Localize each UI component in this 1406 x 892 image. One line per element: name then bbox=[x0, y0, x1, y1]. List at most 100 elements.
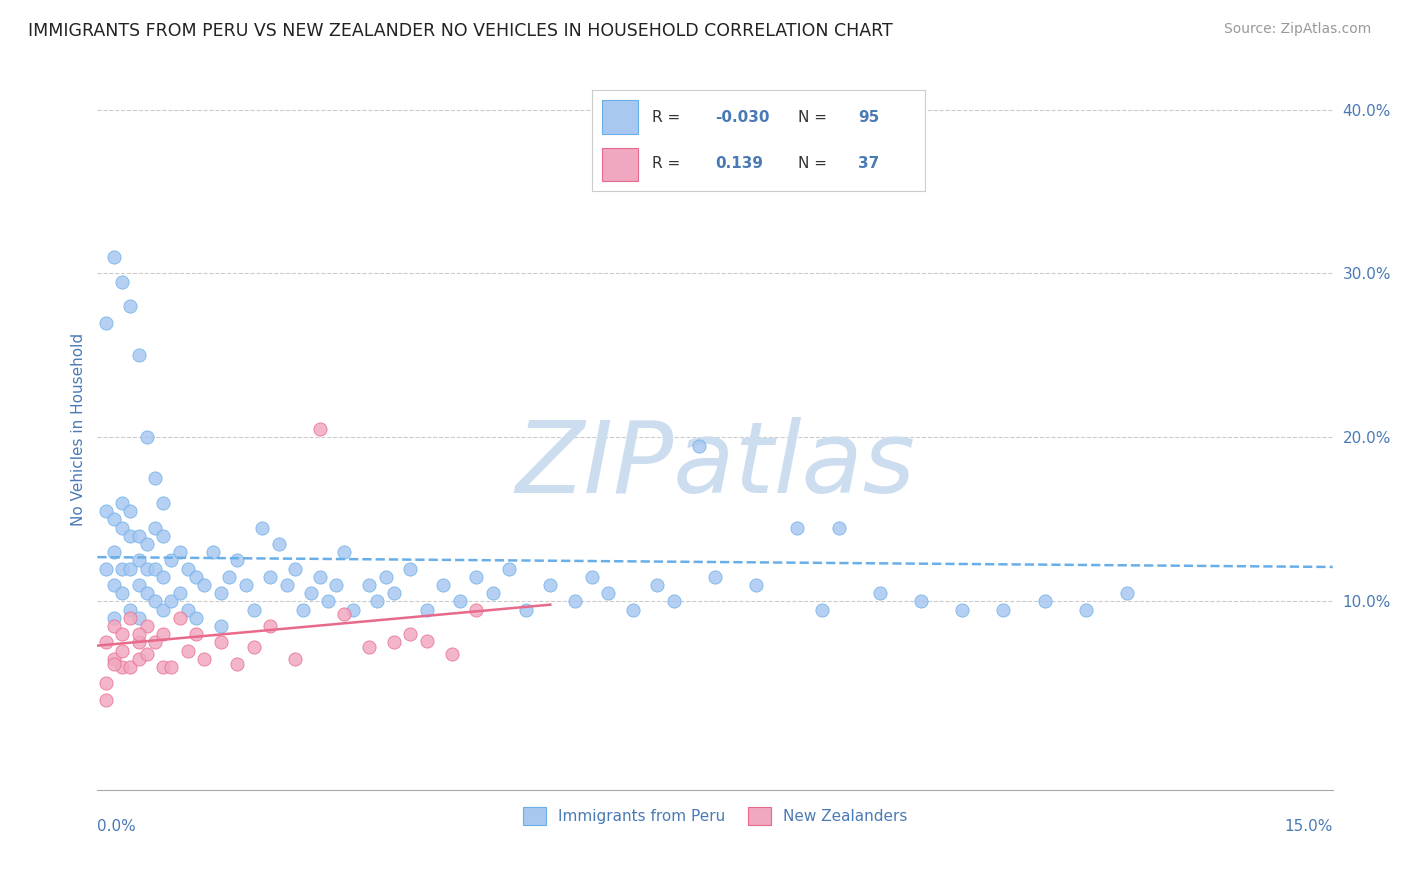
Point bbox=[177, 602, 200, 616]
Point bbox=[152, 627, 174, 641]
Point bbox=[143, 471, 166, 485]
Point bbox=[135, 619, 157, 633]
Point bbox=[152, 496, 174, 510]
Point bbox=[1033, 594, 1056, 608]
Point bbox=[120, 602, 142, 616]
Point bbox=[135, 647, 157, 661]
Point bbox=[382, 586, 405, 600]
Point bbox=[120, 504, 142, 518]
Point bbox=[366, 594, 388, 608]
Point bbox=[209, 635, 232, 649]
Point bbox=[120, 561, 142, 575]
Point bbox=[564, 594, 586, 608]
Point bbox=[993, 602, 1015, 616]
Point bbox=[111, 561, 134, 575]
Point bbox=[186, 611, 208, 625]
Point bbox=[169, 586, 191, 600]
Point bbox=[267, 537, 290, 551]
Point bbox=[111, 520, 134, 534]
Point bbox=[333, 545, 356, 559]
Point bbox=[276, 578, 298, 592]
Point bbox=[94, 504, 117, 518]
Point bbox=[416, 602, 439, 616]
Point bbox=[128, 652, 150, 666]
Text: 0.0%: 0.0% bbox=[97, 819, 136, 834]
Point bbox=[235, 578, 257, 592]
Point bbox=[201, 545, 224, 559]
Point bbox=[432, 578, 454, 592]
Point bbox=[128, 635, 150, 649]
Point bbox=[284, 561, 307, 575]
Point bbox=[103, 545, 125, 559]
Point bbox=[111, 586, 134, 600]
Point bbox=[209, 586, 232, 600]
Point bbox=[143, 520, 166, 534]
Point bbox=[169, 545, 191, 559]
Point bbox=[292, 602, 315, 616]
Point bbox=[94, 316, 117, 330]
Point bbox=[169, 611, 191, 625]
Point bbox=[143, 561, 166, 575]
Point bbox=[342, 602, 364, 616]
Point bbox=[647, 578, 669, 592]
Point bbox=[416, 633, 439, 648]
Text: IMMIGRANTS FROM PERU VS NEW ZEALANDER NO VEHICLES IN HOUSEHOLD CORRELATION CHART: IMMIGRANTS FROM PERU VS NEW ZEALANDER NO… bbox=[28, 22, 893, 40]
Point bbox=[160, 553, 183, 567]
Point bbox=[325, 578, 347, 592]
Point bbox=[440, 647, 463, 661]
Point bbox=[120, 611, 142, 625]
Point bbox=[259, 570, 281, 584]
Point bbox=[128, 348, 150, 362]
Point bbox=[333, 607, 356, 622]
Point bbox=[596, 586, 619, 600]
Point bbox=[94, 635, 117, 649]
Point bbox=[103, 512, 125, 526]
Text: Source: ZipAtlas.com: Source: ZipAtlas.com bbox=[1223, 22, 1371, 37]
Point bbox=[209, 619, 232, 633]
Point bbox=[120, 299, 142, 313]
Point bbox=[316, 594, 339, 608]
Point bbox=[284, 652, 307, 666]
Point bbox=[160, 660, 183, 674]
Point bbox=[538, 578, 561, 592]
Point bbox=[135, 430, 157, 444]
Point bbox=[950, 602, 973, 616]
Point bbox=[143, 635, 166, 649]
Point bbox=[465, 602, 488, 616]
Point bbox=[160, 594, 183, 608]
Point bbox=[301, 586, 323, 600]
Point bbox=[662, 594, 685, 608]
Point bbox=[103, 578, 125, 592]
Point bbox=[103, 611, 125, 625]
Point bbox=[94, 561, 117, 575]
Point bbox=[128, 529, 150, 543]
Point bbox=[226, 657, 249, 671]
Point bbox=[243, 602, 266, 616]
Point bbox=[193, 578, 215, 592]
Point bbox=[128, 627, 150, 641]
Point bbox=[745, 578, 768, 592]
Y-axis label: No Vehicles in Household: No Vehicles in Household bbox=[72, 333, 86, 525]
Point bbox=[359, 578, 381, 592]
Point bbox=[128, 553, 150, 567]
Point bbox=[498, 561, 520, 575]
Point bbox=[135, 537, 157, 551]
Point bbox=[94, 676, 117, 690]
Point bbox=[186, 627, 208, 641]
Point bbox=[811, 602, 834, 616]
Point bbox=[103, 619, 125, 633]
Point bbox=[382, 635, 405, 649]
Point bbox=[259, 619, 281, 633]
Point bbox=[869, 586, 891, 600]
Point bbox=[786, 520, 808, 534]
Point bbox=[152, 570, 174, 584]
Point bbox=[128, 578, 150, 592]
Point bbox=[186, 570, 208, 584]
Point bbox=[399, 627, 422, 641]
Point bbox=[143, 594, 166, 608]
Point bbox=[128, 611, 150, 625]
Point bbox=[111, 643, 134, 657]
Text: ZIPatlas: ZIPatlas bbox=[515, 417, 915, 514]
Point bbox=[177, 561, 200, 575]
Point bbox=[250, 520, 273, 534]
